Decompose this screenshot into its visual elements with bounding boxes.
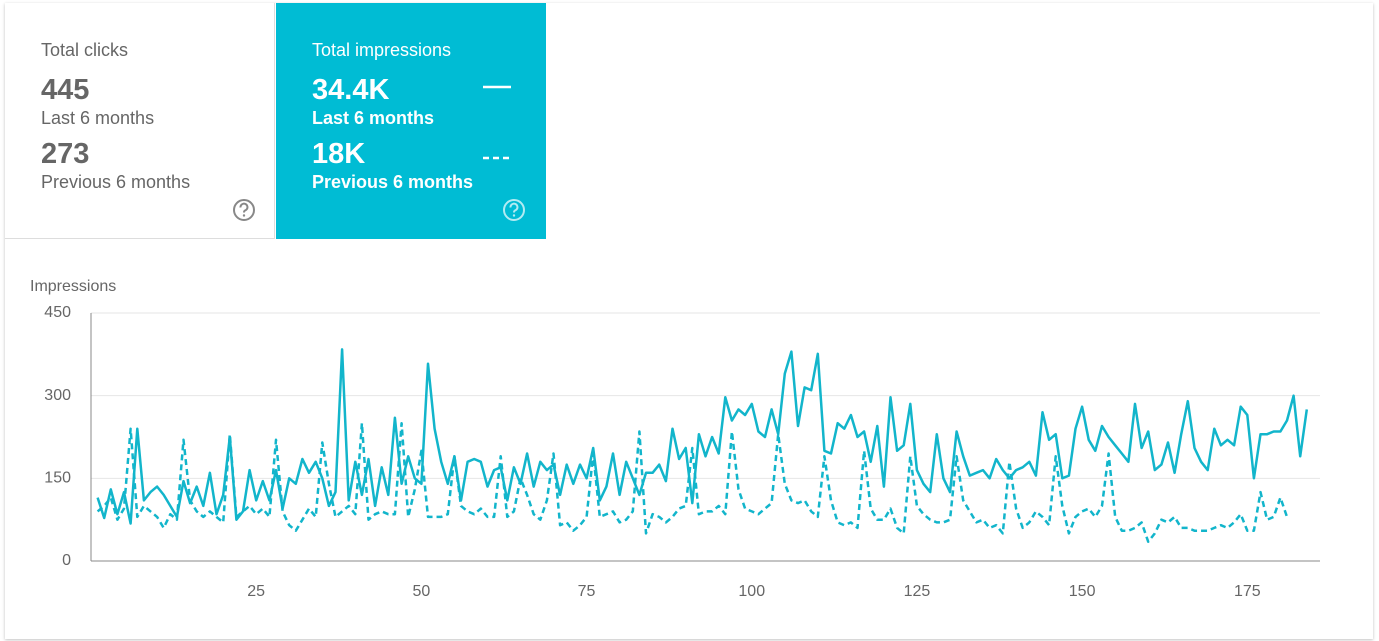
- card-value: 34.4K: [312, 74, 390, 106]
- card-label: Last 6 months: [312, 108, 435, 128]
- line-series: [96, 421, 1289, 543]
- x-tick-label: 50: [412, 583, 430, 600]
- x-tick-label: 75: [578, 583, 596, 600]
- card-label: Previous 6 months: [41, 172, 191, 192]
- x-tick-label: 150: [1069, 583, 1096, 600]
- card-title: Total impressions: [312, 40, 452, 60]
- help-icon[interactable]: [502, 198, 526, 222]
- card-title: Total clicks: [41, 40, 129, 60]
- impressions-card[interactable]: Total impressions 34.4K Last 6 months 18…: [276, 3, 546, 239]
- y-axis-title: Impressions: [30, 278, 116, 295]
- card-label: Last 6 months: [41, 108, 155, 128]
- card-value: 445: [41, 74, 90, 106]
- x-tick-label: 125: [904, 583, 931, 600]
- y-tick-label: 0: [62, 552, 71, 569]
- clicks-card[interactable]: Total clicks 445 Last 6 months 273 Previ…: [5, 3, 275, 239]
- card-value: 18K: [312, 138, 366, 170]
- y-tick-label: 300: [44, 387, 71, 404]
- card-value: 273: [41, 138, 90, 170]
- x-tick-label: 175: [1234, 583, 1261, 600]
- x-tick-label: 25: [247, 583, 265, 600]
- x-tick-label: 100: [738, 583, 765, 600]
- help-icon[interactable]: [232, 198, 256, 222]
- y-tick-label: 450: [44, 304, 71, 321]
- line-series: [96, 348, 1309, 525]
- y-tick-label: 150: [44, 470, 71, 487]
- legend-lines: [483, 85, 511, 160]
- card-label: Previous 6 months: [312, 172, 474, 192]
- performance-panel: Total clicks 445 Last 6 months 273 Previ…: [5, 3, 1373, 639]
